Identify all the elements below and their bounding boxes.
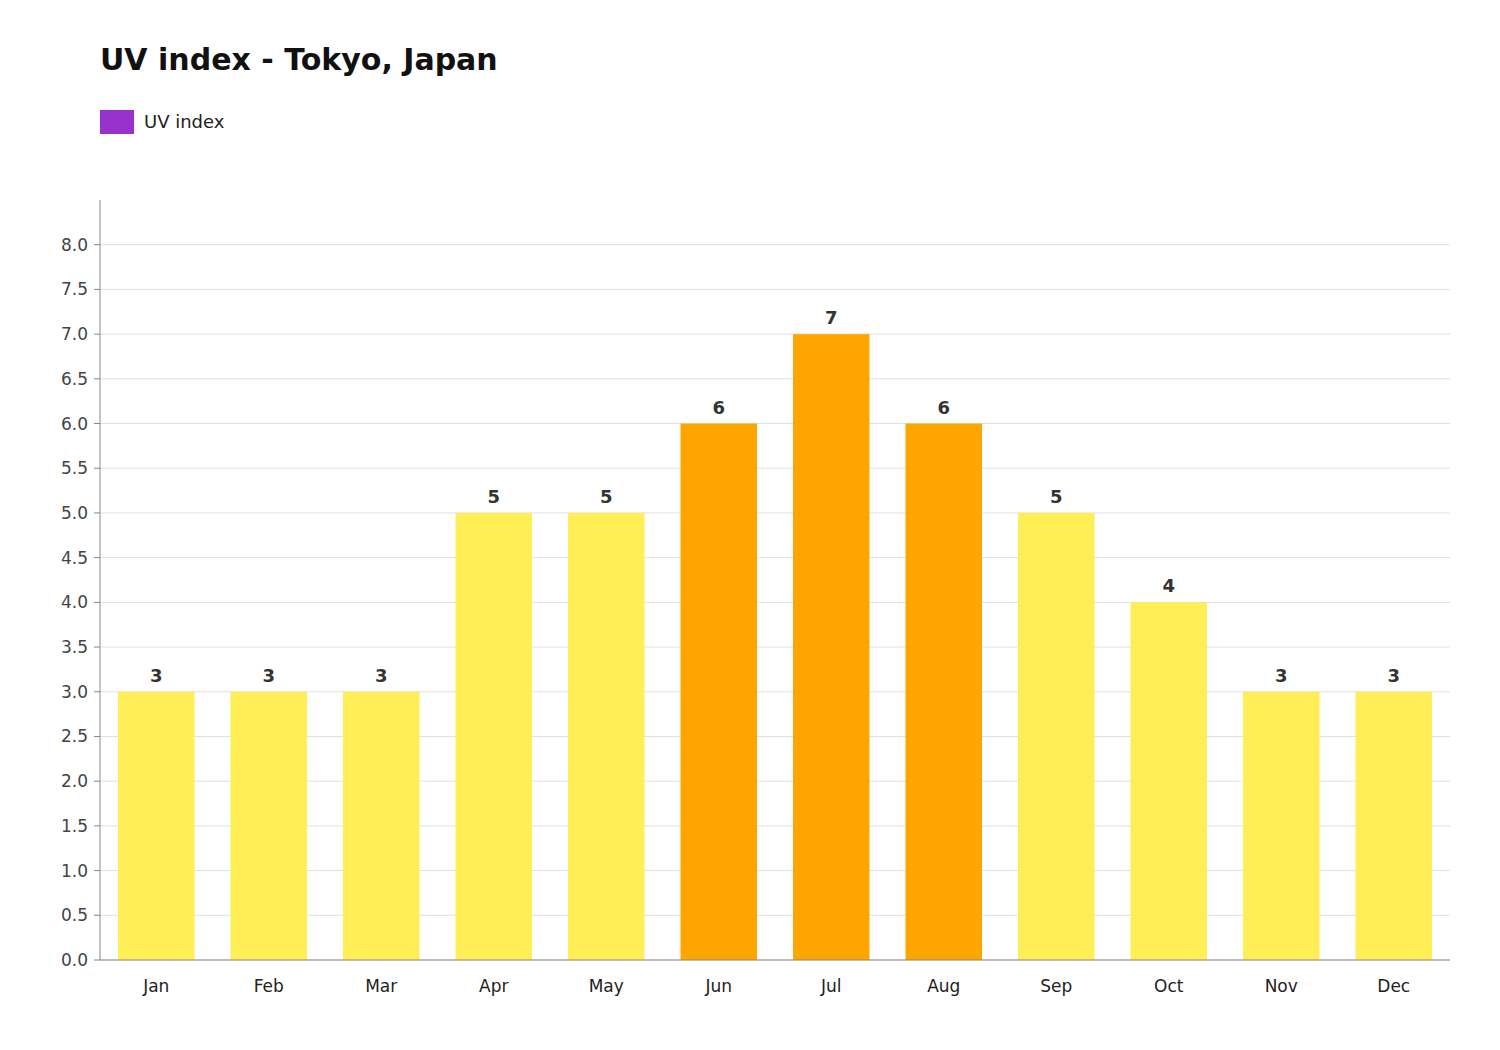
x-axis: Jan Feb Mar Apr May Jun Jul Aug Sep Oct Nov Dec [100, 960, 1450, 996]
y-tick [94, 736, 100, 737]
y-tick-label: 4.0 [61, 592, 88, 612]
chart-container: UV index - Tokyo, Japan UV index 0.0 0.5 1.0… [0, 0, 1500, 1050]
legend-label: UV index [144, 111, 225, 132]
y-tick [94, 602, 100, 603]
grid-line [100, 557, 1450, 558]
x-tick-label: Feb [254, 976, 284, 996]
grid-line [100, 423, 1450, 424]
y-tick [94, 960, 100, 961]
data-label: 3 [1387, 665, 1400, 686]
y-tick [94, 244, 100, 245]
y-tick-label: 6.5 [61, 369, 88, 389]
y-tick-label: 0.0 [61, 950, 88, 970]
y-tick [94, 915, 100, 916]
data-label: 3 [262, 665, 275, 686]
data-label: 5 [600, 486, 613, 507]
bar [793, 334, 870, 960]
x-tick-label: Jun [704, 976, 732, 996]
x-axis-line [100, 960, 1450, 961]
chart: UV index - Tokyo, Japan UV index 0.0 0.5 1.0… [0, 0, 1500, 1050]
y-tick-label: 2.5 [61, 726, 88, 746]
bar [681, 424, 758, 960]
bar [343, 692, 420, 960]
grid [100, 245, 1450, 960]
y-tick [94, 825, 100, 826]
grid-line [100, 512, 1450, 513]
y-tick [94, 691, 100, 692]
y-tick [94, 647, 100, 648]
x-tick-label: Nov [1265, 976, 1298, 996]
data-label: 3 [150, 665, 163, 686]
x-tick-label: Jul [820, 976, 842, 996]
y-tick-label: 7.5 [61, 279, 88, 299]
title: UV index - Tokyo, Japan [100, 42, 498, 77]
bar [906, 424, 983, 960]
data-label: 4 [1162, 575, 1175, 596]
grid-line [100, 960, 1450, 961]
bar [456, 513, 533, 960]
bar [1018, 513, 1095, 960]
x-tick-label: Mar [365, 976, 397, 996]
y-tick-label: 6.0 [61, 414, 88, 434]
bar [1243, 692, 1320, 960]
y-tick-label: 8.0 [61, 235, 88, 255]
data-label: 3 [375, 665, 388, 686]
data-labels: 3 3 3 5 5 6 7 6 5 4 3 3 [150, 307, 1400, 686]
y-tick-label: 3.5 [61, 637, 88, 657]
y-tick [94, 781, 100, 782]
grid-line [100, 647, 1450, 648]
bars [118, 334, 1432, 960]
y-tick-label: 0.5 [61, 905, 88, 925]
data-label: 7 [825, 307, 838, 328]
grid-line [100, 289, 1450, 290]
y-tick-label: 5.0 [61, 503, 88, 523]
x-tick-label: Oct [1154, 976, 1184, 996]
y-tick [94, 334, 100, 335]
bar [118, 692, 195, 960]
data-label: 6 [712, 397, 725, 418]
y-tick [94, 423, 100, 424]
x-tick-label: Aug [927, 976, 960, 996]
y-tick [94, 378, 100, 379]
y-tick-label: 3.0 [61, 682, 88, 702]
x-tick-label: May [589, 976, 624, 996]
data-label: 3 [1275, 665, 1288, 686]
y-axis-line [100, 200, 101, 960]
y-tick-label: 7.0 [61, 324, 88, 344]
grid-line [100, 602, 1450, 603]
y-tick-label: 5.5 [61, 458, 88, 478]
y-tick [94, 289, 100, 290]
y-axis: 0.0 0.5 1.0 1.5 2.0 2.5 3.0 3.5 4.0 4.5 5.0 5.5 6.0 6… [61, 235, 100, 970]
y-tick-label: 2.0 [61, 771, 88, 791]
y-tick-label: 1.0 [61, 861, 88, 881]
data-label: 6 [937, 397, 950, 418]
x-tick-label: Jan [142, 976, 169, 996]
x-tick-label: Sep [1040, 976, 1072, 996]
grid-line [100, 334, 1450, 335]
grid-line [100, 378, 1450, 379]
data-label: 5 [1050, 486, 1063, 507]
y-tick [94, 468, 100, 469]
y-tick-label: 4.5 [61, 548, 88, 568]
y-tick [94, 512, 100, 513]
x-tick-label: Dec [1377, 976, 1410, 996]
x-tick-label: Apr [479, 976, 508, 996]
bar [568, 513, 645, 960]
data-label: 5 [487, 486, 500, 507]
y-tick [94, 870, 100, 871]
y-tick-label: 1.5 [61, 816, 88, 836]
legend-swatch [100, 110, 134, 134]
bar [1356, 692, 1433, 960]
grid-line [100, 244, 1450, 245]
y-tick [94, 557, 100, 558]
bar [231, 692, 308, 960]
bar [1131, 602, 1208, 960]
grid-line [100, 468, 1450, 469]
